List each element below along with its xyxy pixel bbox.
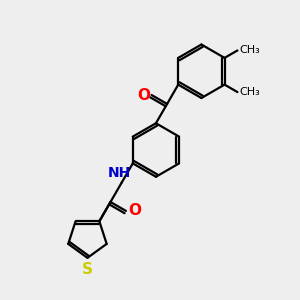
Text: CH₃: CH₃: [239, 87, 260, 97]
Text: S: S: [82, 262, 93, 277]
Text: O: O: [137, 88, 150, 103]
Text: CH₃: CH₃: [239, 46, 260, 56]
Text: NH: NH: [108, 166, 131, 180]
Text: O: O: [128, 203, 141, 218]
